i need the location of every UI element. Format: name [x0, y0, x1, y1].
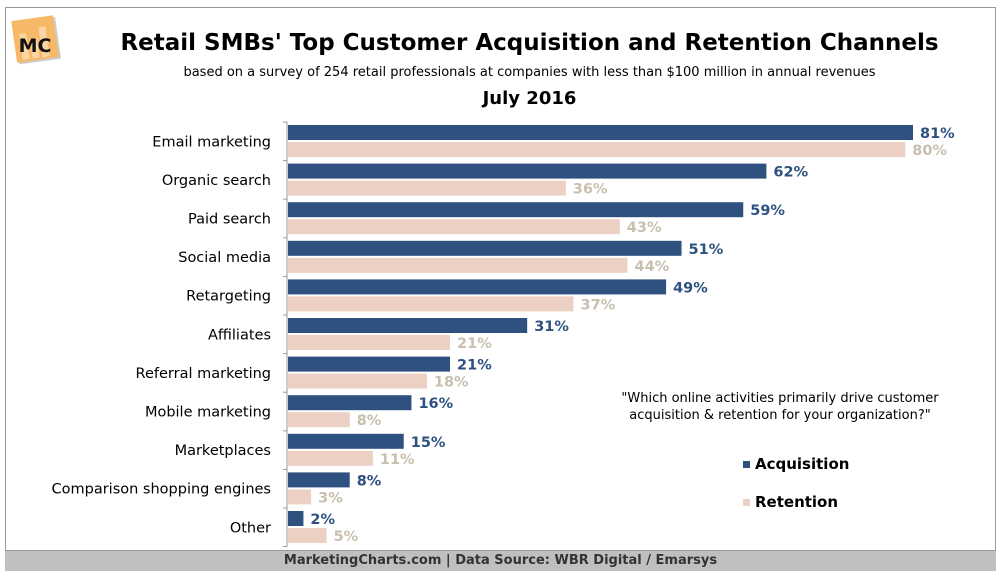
bar-retention — [288, 180, 566, 196]
data-label-retention: 3% — [318, 490, 343, 506]
category-label: Marketplaces — [175, 443, 271, 459]
category-label: Affiliates — [208, 327, 271, 343]
bar-acquisition — [288, 356, 451, 372]
data-label-retention: 37% — [580, 297, 615, 313]
bar-retention — [288, 142, 906, 157]
data-label-acquisition: 59% — [750, 203, 785, 219]
data-label-retention: 36% — [573, 182, 608, 198]
marketingcharts-logo: MC — [11, 15, 61, 65]
data-label-acquisition: 16% — [418, 396, 453, 412]
data-label-acquisition: 21% — [457, 358, 492, 374]
category-label: Email marketing — [152, 134, 271, 150]
legend-swatch-acquisition — [743, 460, 750, 468]
data-label-retention: 21% — [457, 336, 492, 352]
category-label: Retargeting — [186, 289, 271, 305]
bar-retention — [288, 450, 373, 466]
bar-retention — [288, 257, 628, 273]
bar-acquisition — [288, 202, 744, 218]
data-label-retention: 5% — [334, 529, 359, 545]
data-label-retention: 43% — [627, 220, 662, 236]
bar-acquisition — [288, 163, 767, 179]
legend-swatch-retention — [743, 498, 750, 506]
bar-acquisition — [288, 125, 913, 140]
legend-acquisition: Acquisition — [743, 455, 849, 473]
bar-retention — [288, 219, 620, 235]
chart-subtitle: based on a survey of 254 retail professi… — [183, 65, 876, 80]
bar-acquisition — [288, 395, 412, 411]
category-label: Comparison shopping engines — [52, 482, 272, 498]
bar-retention — [288, 528, 327, 543]
chart-date: July 2016 — [482, 88, 577, 109]
data-label-acquisition: 31% — [534, 319, 569, 335]
data-label-acquisition: 62% — [773, 165, 808, 181]
bar-acquisition — [288, 472, 350, 488]
category-label: Social media — [178, 250, 271, 266]
data-label-retention: 44% — [635, 259, 670, 275]
footer-source: MarketingCharts.com | Data Source: WBR D… — [5, 550, 996, 571]
bar-acquisition — [288, 318, 528, 333]
survey-question-annotation: "Which online activities primarily drive… — [621, 391, 939, 423]
bar-acquisition — [288, 433, 404, 449]
chart-title: Retail SMBs' Top Customer Acquisition an… — [120, 30, 939, 56]
data-label-retention: 80% — [912, 143, 947, 159]
bar-retention — [288, 412, 350, 428]
legend-retention: Retention — [743, 493, 838, 511]
data-label-retention: 8% — [357, 413, 382, 429]
data-label-acquisition: 81% — [920, 126, 955, 142]
bar-acquisition — [288, 240, 682, 256]
bar-retention — [288, 489, 312, 505]
bar-retention — [288, 373, 427, 389]
data-label-acquisition: 49% — [673, 280, 708, 296]
bar-retention — [288, 335, 451, 350]
category-label: Mobile marketing — [145, 405, 271, 421]
data-label-acquisition: 2% — [310, 512, 335, 528]
category-label: Paid search — [188, 212, 271, 228]
category-label: Other — [230, 520, 271, 536]
data-label-acquisition: 51% — [689, 242, 724, 258]
data-label-acquisition: 15% — [411, 435, 446, 451]
category-label: Organic search — [162, 173, 271, 189]
category-label: Referral marketing — [136, 366, 271, 382]
bar-acquisition — [288, 511, 304, 526]
bar-acquisition — [288, 279, 667, 295]
data-label-retention: 18% — [434, 375, 469, 391]
legend-label: Acquisition — [755, 455, 850, 473]
bar-retention — [288, 296, 574, 312]
svg-text:MC: MC — [19, 35, 52, 57]
data-label-acquisition: 8% — [357, 473, 382, 489]
legend-label: Retention — [755, 493, 839, 511]
data-label-retention: 11% — [380, 452, 415, 468]
